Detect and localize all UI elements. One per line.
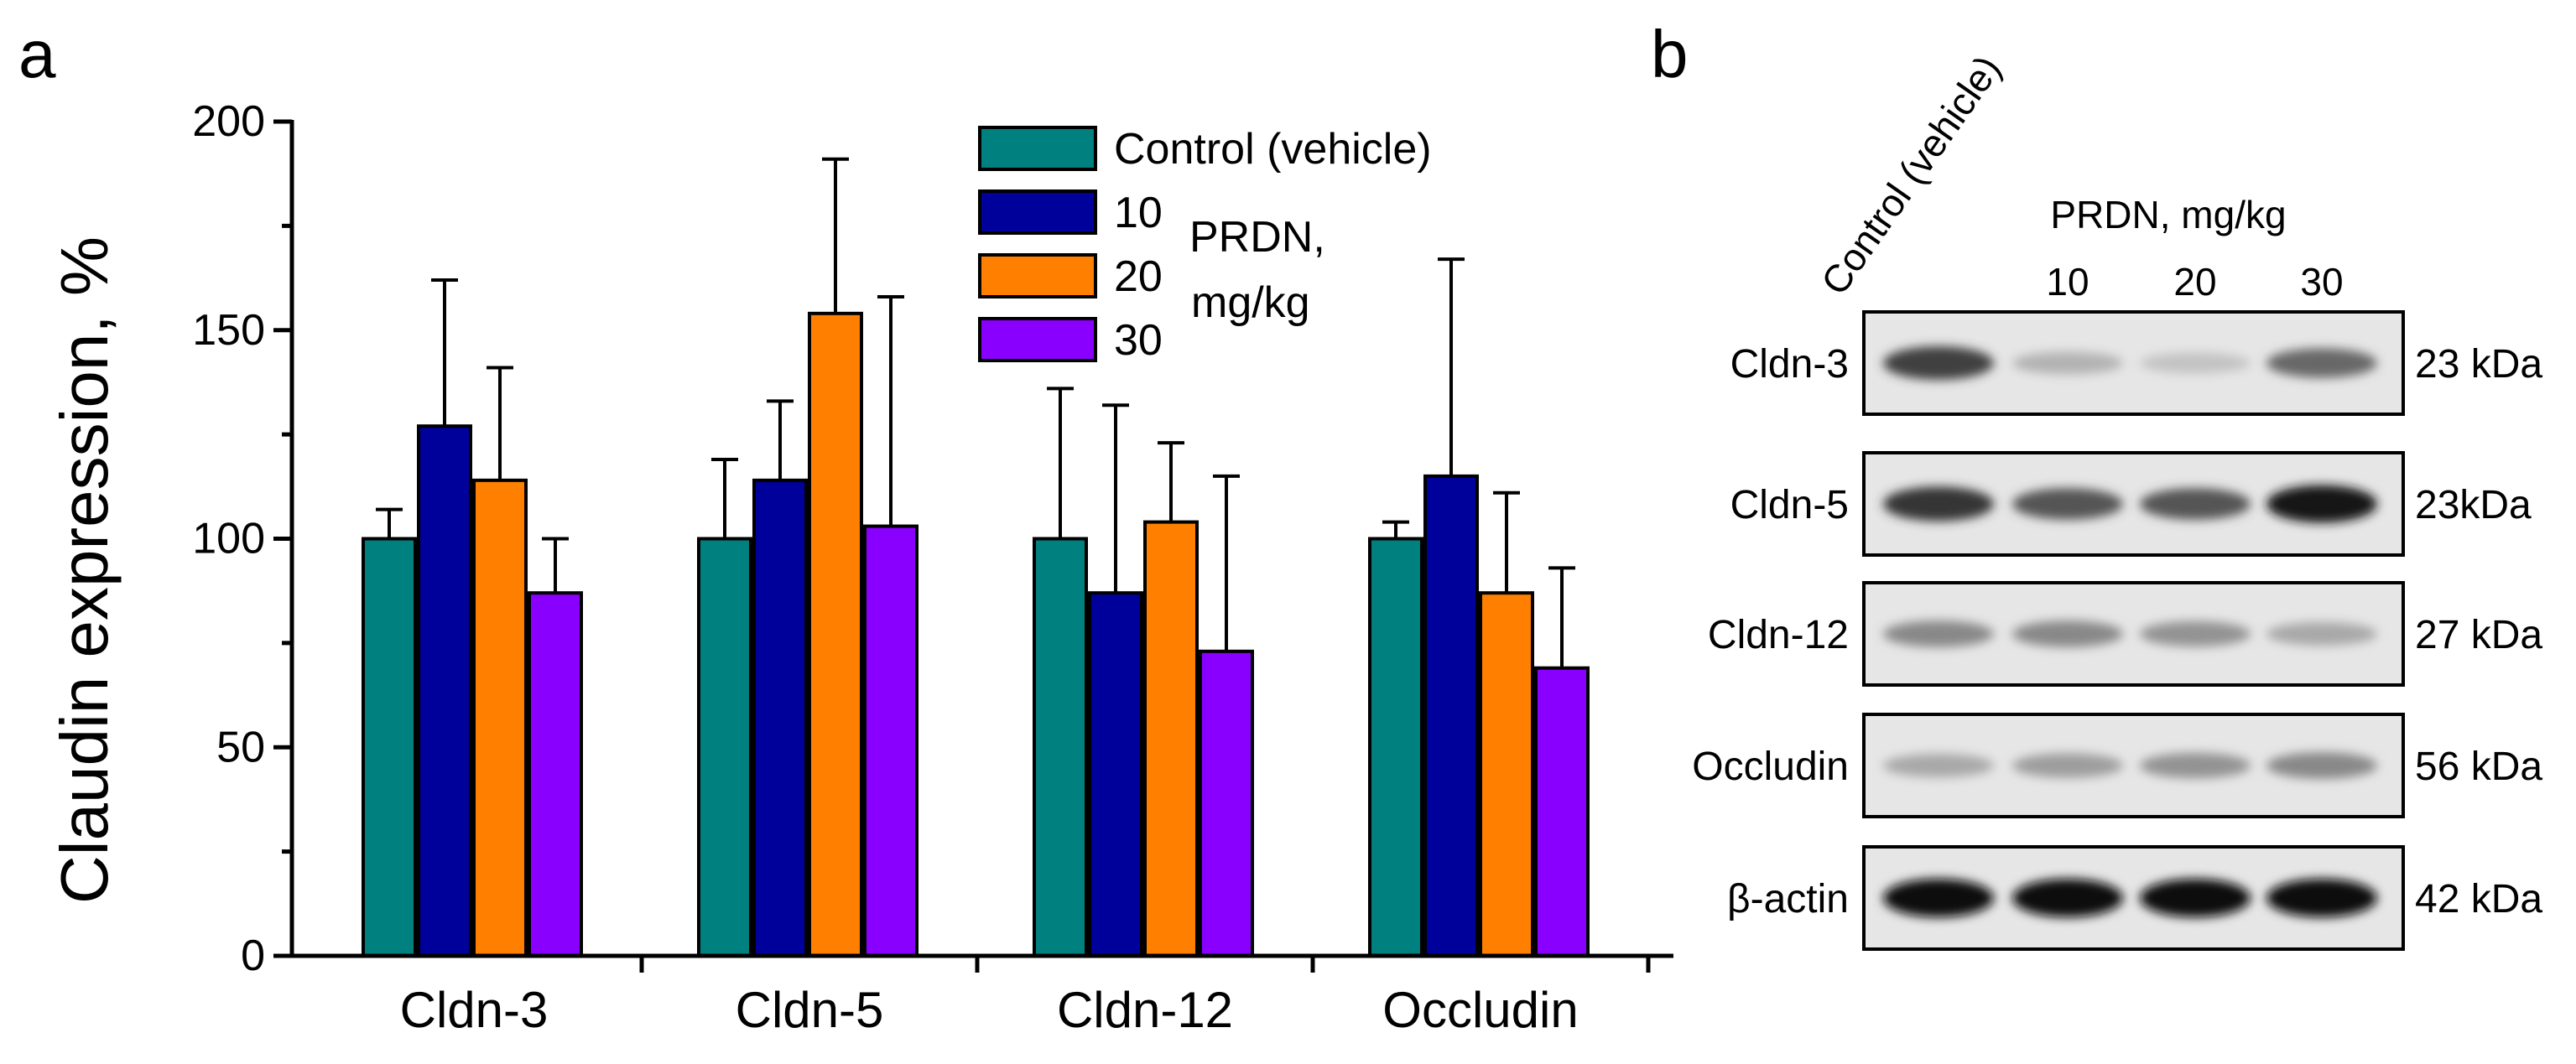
bar-cldn-5-dose-30 bbox=[863, 524, 919, 958]
blot-band-lane-2 bbox=[2012, 879, 2123, 917]
blot-size-label: 56 kDa bbox=[2415, 745, 2542, 789]
blot-protein-label: Cldn-12 bbox=[1708, 613, 1849, 657]
y-tick-label-100: 100 bbox=[192, 515, 265, 563]
y-tick-label-150: 150 bbox=[192, 306, 265, 355]
bar-occludin-dose-10 bbox=[1423, 474, 1479, 958]
blot-protein-label: Occludin bbox=[1692, 745, 1849, 789]
blot-protein-label: Cldn-5 bbox=[1730, 483, 1849, 527]
blot-row-occludin: Occludin 56 kDa bbox=[1692, 713, 2542, 818]
x-tick-label-cldn-5: Cldn-5 bbox=[736, 982, 884, 1038]
x-tick-label-cldn-12: Cldn-12 bbox=[1057, 982, 1233, 1038]
blot-size-label: 42 kDa bbox=[2415, 877, 2542, 921]
legend-label-0: Control (vehicle) bbox=[1114, 125, 1432, 174]
blot-protein-label: Cldn-3 bbox=[1730, 342, 1849, 387]
legend-group-label-line2: mg/kg bbox=[1191, 278, 1310, 327]
western-blot: Control (vehicle) PRDN, mg/kg 10 20 30 Cld… bbox=[1692, 48, 2542, 951]
bar-cldn-12-control bbox=[1033, 537, 1088, 958]
blot-band-lane-3 bbox=[2140, 879, 2251, 917]
blot-band-lane-2 bbox=[2012, 488, 2123, 520]
blot-band-lane-3 bbox=[2140, 752, 2251, 779]
blot-band-lane-1 bbox=[1883, 879, 1994, 917]
x-ticks-group: Cldn-3 Cldn-5 Cldn-12 Occludin bbox=[400, 956, 1651, 1038]
bar-cldn-12-dose-20 bbox=[1143, 520, 1199, 958]
blot-band-lane-4 bbox=[2266, 752, 2377, 779]
blot-header-control: Control (vehicle) bbox=[1813, 48, 2010, 303]
legend-label-3: 30 bbox=[1114, 316, 1163, 365]
blot-row-cldn-3: Cldn-3 23 kDa bbox=[1730, 310, 2542, 416]
blot-size-label: 23kDa bbox=[2415, 483, 2532, 527]
blot-row-cldn-12: Cldn-12 27 kDa bbox=[1708, 581, 2542, 687]
legend-swatch-0 bbox=[978, 126, 1097, 171]
legend-group-label-line1: PRDN, bbox=[1189, 213, 1325, 262]
panel-label-b: b bbox=[1651, 17, 1689, 91]
bar-chart: 0 50 100 150 200 Cldn-3 Cldn-5 Cldn-12 Occludin… bbox=[47, 97, 1673, 1038]
blot-band-lane-3 bbox=[2140, 620, 2251, 647]
bar-occludin-control bbox=[1368, 537, 1423, 958]
blot-band-lane-2 bbox=[2012, 753, 2123, 778]
x-tick-label-occludin: Occludin bbox=[1382, 982, 1578, 1038]
blot-dose-header-20: 20 bbox=[2173, 260, 2216, 304]
bar-occludin-dose-20 bbox=[1479, 591, 1534, 958]
legend-swatch-1 bbox=[978, 189, 1097, 235]
error-bars-group bbox=[376, 157, 1575, 668]
blot-band-lane-4 bbox=[2266, 879, 2377, 917]
bar-cldn-3-dose-20 bbox=[472, 478, 528, 958]
bar-cldn-5-dose-20 bbox=[808, 311, 863, 958]
blot-header-dose-group: PRDN, mg/kg bbox=[2050, 193, 2286, 236]
y-axis-label: Claudin expression, % bbox=[47, 236, 122, 904]
blot-dose-headers: 10 20 30 bbox=[2046, 260, 2343, 304]
blot-size-label: 23 kDa bbox=[2415, 342, 2542, 387]
y-tick-label-50: 50 bbox=[216, 723, 265, 771]
legend-swatch-3 bbox=[978, 317, 1097, 362]
bar-cldn-3-dose-30 bbox=[528, 591, 583, 958]
blot-band-lane-4 bbox=[2266, 485, 2377, 523]
blot-band-lane-2 bbox=[2012, 620, 2123, 647]
blot-size-label: 27 kDa bbox=[2415, 613, 2542, 657]
bars-group bbox=[362, 311, 1590, 958]
blot-band-lane-1 bbox=[1883, 754, 1994, 777]
bar-cldn-12-dose-10 bbox=[1088, 591, 1143, 958]
bar-occludin-dose-30 bbox=[1534, 666, 1590, 958]
blot-band-lane-1 bbox=[1883, 620, 1994, 647]
legend-label-2: 20 bbox=[1114, 252, 1163, 301]
legend-label-1: 10 bbox=[1114, 189, 1163, 237]
bar-cldn-5-control bbox=[697, 537, 752, 958]
blot-row-cldn-5: Cldn-5 23kDa bbox=[1730, 451, 2532, 557]
blot-rows: Cldn-3 23 kDa Cldn-5 23kDa Cldn-12 27 kDa Occl… bbox=[1692, 310, 2542, 951]
blot-band-lane-3 bbox=[2140, 352, 2251, 374]
y-tick-label-200: 200 bbox=[192, 97, 265, 146]
legend: Control (vehicle) 10 20 30 PRDN, mg/kg bbox=[978, 125, 1432, 365]
bar-cldn-12-dose-30 bbox=[1199, 649, 1254, 958]
blot-band-lane-4 bbox=[2266, 622, 2377, 646]
blot-band-lane-2 bbox=[2012, 351, 2123, 375]
blot-band-lane-4 bbox=[2266, 348, 2377, 378]
y-ticks-group: 0 50 100 150 200 bbox=[192, 97, 292, 980]
blot-dose-header-30: 30 bbox=[2300, 260, 2343, 304]
blot-band-lane-3 bbox=[2140, 488, 2251, 520]
blot-row-beta-actin: β-actin 42 kDa bbox=[1727, 845, 2542, 951]
bar-cldn-5-dose-10 bbox=[752, 478, 808, 958]
legend-swatch-2 bbox=[978, 253, 1097, 298]
panel-label-a: a bbox=[18, 17, 56, 91]
bar-cldn-3-control bbox=[362, 537, 417, 958]
bar-cldn-3-dose-10 bbox=[417, 424, 472, 958]
x-tick-label-cldn-3: Cldn-3 bbox=[400, 982, 549, 1038]
blot-band-lane-1 bbox=[1883, 346, 1994, 380]
blot-band-lane-1 bbox=[1883, 486, 1994, 522]
y-tick-label-0: 0 bbox=[241, 932, 265, 980]
blot-protein-label: β-actin bbox=[1727, 877, 1849, 921]
blot-dose-header-10: 10 bbox=[2046, 260, 2089, 304]
